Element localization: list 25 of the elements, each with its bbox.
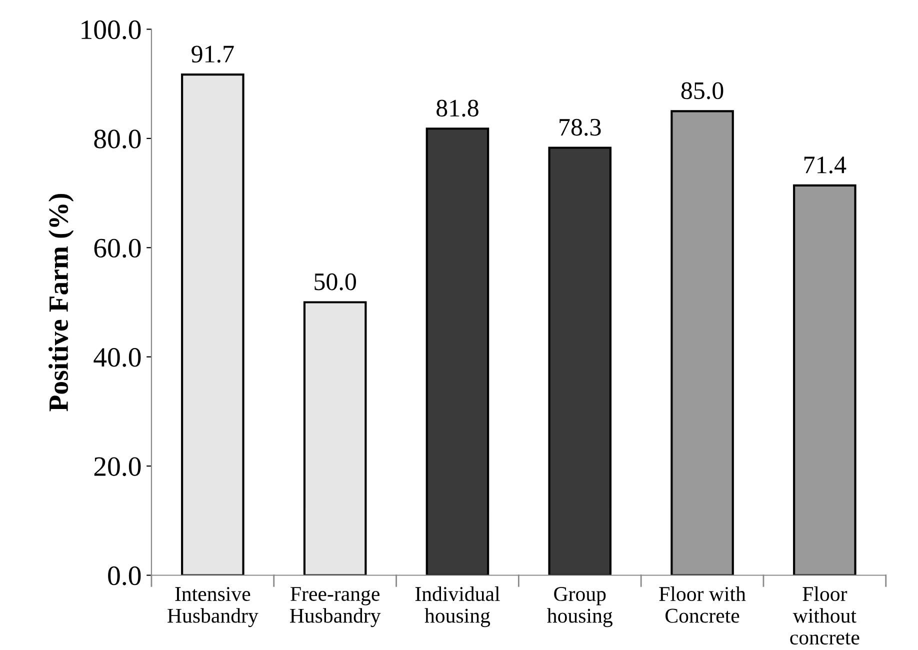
data-label: 78.3 — [560, 118, 601, 136]
x-tick-label: Floor without concrete — [790, 586, 860, 645]
x-tick-label: Group housing — [547, 587, 612, 628]
y-tick-label: 60.0 — [94, 238, 141, 258]
bar — [181, 74, 244, 576]
bar — [426, 128, 490, 576]
x-tick-label: Individual housing — [415, 586, 500, 628]
bar — [548, 146, 612, 576]
bar — [793, 184, 856, 576]
x-tick-label: Intensive Husbandry — [168, 587, 258, 628]
data-label: 71.4 — [804, 156, 846, 174]
x-tick-label: Free-range Husbandry — [290, 587, 381, 628]
x-tick-label: Floor with Concrete — [659, 586, 746, 623]
y-tick-label: 80.0 — [94, 130, 141, 148]
bar — [670, 110, 734, 576]
bar — [303, 301, 367, 576]
data-label: 50.0 — [314, 273, 356, 290]
y-tick-label: 0.0 — [108, 566, 141, 586]
data-label: 91.7 — [192, 46, 234, 63]
y-tick-label: 40.0 — [94, 348, 141, 367]
data-label: 81.8 — [436, 100, 478, 117]
y-tick-label: 20.0 — [94, 457, 141, 476]
y-axis-title: Positive Farm (%) — [48, 194, 74, 412]
y-tick-label: 100.0 — [82, 20, 141, 40]
data-label: 85.0 — [681, 82, 724, 100]
